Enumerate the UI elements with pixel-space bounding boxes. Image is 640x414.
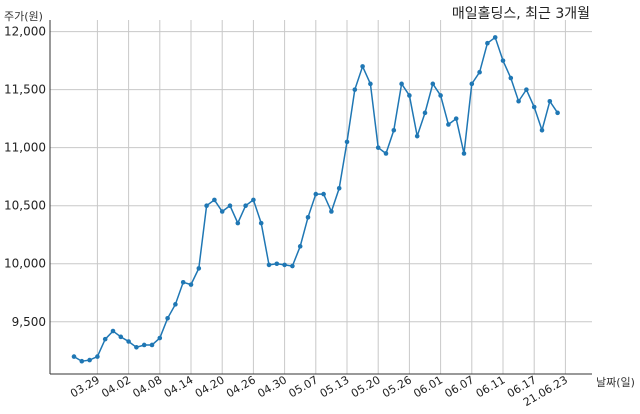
data-point bbox=[110, 328, 116, 334]
data-point bbox=[227, 203, 233, 209]
data-point bbox=[321, 191, 326, 197]
series-layer bbox=[71, 35, 560, 364]
data-point bbox=[95, 354, 100, 359]
x-tick-label: 04.08 bbox=[131, 373, 165, 400]
data-point bbox=[555, 110, 560, 116]
data-point bbox=[422, 110, 428, 116]
data-point bbox=[399, 81, 404, 87]
data-point bbox=[204, 203, 209, 209]
x-tick-label: 04.14 bbox=[162, 373, 196, 400]
data-point bbox=[243, 203, 248, 209]
data-point bbox=[469, 81, 475, 87]
data-point bbox=[430, 81, 436, 87]
data-point bbox=[485, 40, 490, 46]
data-point bbox=[235, 220, 241, 226]
data-point bbox=[446, 122, 451, 127]
x-axis-ticks: 03.2904.0204.0804.1404.2004.2604.3005.07… bbox=[68, 373, 570, 409]
data-point bbox=[492, 35, 498, 40]
data-point bbox=[461, 151, 467, 156]
x-tick-label: 05.26 bbox=[380, 373, 414, 400]
x-tick-label: 05.07 bbox=[287, 373, 321, 400]
plot-frame bbox=[49, 20, 592, 375]
data-point bbox=[141, 342, 147, 348]
data-point bbox=[391, 127, 397, 133]
y-tick-label: 12,000 bbox=[4, 25, 46, 39]
data-point bbox=[126, 339, 131, 344]
data-point bbox=[188, 282, 194, 287]
grid-layer bbox=[50, 20, 592, 374]
y-tick-label: 9,500 bbox=[12, 315, 46, 329]
y-tick-label: 11,000 bbox=[4, 141, 46, 155]
x-tick-label: 05.20 bbox=[349, 373, 383, 400]
data-point bbox=[508, 75, 514, 81]
data-point bbox=[180, 280, 186, 285]
data-point bbox=[274, 261, 280, 267]
data-point bbox=[79, 358, 85, 364]
x-axis-label: 날짜(일) bbox=[596, 375, 635, 389]
data-point bbox=[297, 244, 303, 249]
x-tick-label: 04.26 bbox=[224, 373, 258, 400]
x-tick-label: 04.30 bbox=[255, 373, 289, 400]
chart-title: 매일홀딩스, 최근 3개월 bbox=[452, 6, 590, 22]
data-point bbox=[531, 104, 537, 110]
data-point bbox=[266, 262, 272, 268]
data-point bbox=[149, 342, 155, 348]
data-point bbox=[87, 357, 92, 363]
data-point bbox=[336, 185, 342, 191]
data-point bbox=[414, 133, 420, 139]
data-point bbox=[157, 335, 163, 341]
data-point bbox=[407, 93, 412, 98]
data-point bbox=[453, 116, 459, 121]
data-point bbox=[477, 69, 482, 75]
data-point bbox=[290, 263, 295, 269]
data-point bbox=[118, 334, 124, 340]
data-point bbox=[196, 266, 202, 271]
data-point bbox=[258, 220, 264, 226]
y-axis-label: 주가(원) bbox=[4, 10, 43, 23]
x-tick-label: 04.20 bbox=[193, 373, 227, 400]
x-tick-label: 06.07 bbox=[443, 373, 477, 400]
data-point bbox=[375, 145, 381, 150]
data-point bbox=[102, 336, 108, 342]
data-point bbox=[71, 354, 77, 359]
data-point bbox=[305, 215, 311, 220]
x-tick-label: 06.01 bbox=[411, 373, 445, 400]
data-point bbox=[539, 127, 545, 133]
data-point bbox=[219, 209, 225, 214]
data-point bbox=[516, 98, 521, 104]
data-point bbox=[547, 98, 553, 104]
y-tick-label: 10,000 bbox=[4, 257, 46, 271]
y-axis-ticks: 9,500 10,000 10,500 11,000 11,500 12,000 bbox=[4, 25, 46, 329]
data-point bbox=[438, 93, 443, 98]
data-point bbox=[360, 64, 365, 69]
data-point bbox=[282, 262, 287, 268]
data-point bbox=[500, 58, 506, 63]
data-point bbox=[212, 197, 217, 203]
x-tick-label: 05.13 bbox=[318, 373, 352, 400]
data-point bbox=[173, 302, 178, 307]
data-point bbox=[344, 139, 350, 145]
data-point bbox=[352, 87, 358, 92]
x-tick-label: 03.29 bbox=[68, 373, 102, 400]
y-tick-label: 10,500 bbox=[4, 199, 46, 213]
data-point bbox=[165, 315, 170, 321]
x-tick-label: 04.02 bbox=[99, 373, 133, 400]
data-point bbox=[383, 151, 389, 156]
data-point bbox=[368, 81, 373, 87]
y-tick-label: 11,500 bbox=[4, 83, 46, 97]
data-point bbox=[134, 345, 139, 350]
data-point bbox=[251, 197, 256, 203]
data-point bbox=[524, 87, 529, 92]
x-tick-label: 06.11 bbox=[474, 373, 508, 400]
data-point bbox=[313, 191, 319, 197]
data-point bbox=[329, 209, 334, 214]
